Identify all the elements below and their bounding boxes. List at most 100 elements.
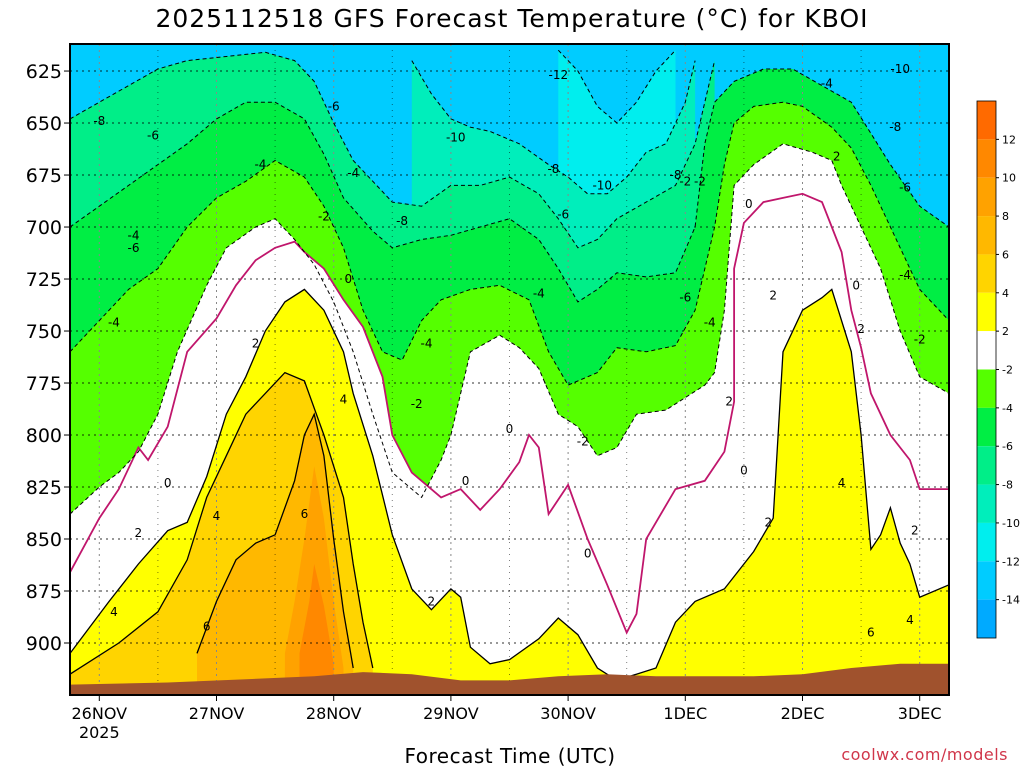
contour-label: -4 (127, 228, 139, 242)
contour-label: -2 (577, 434, 589, 448)
y-tick-label: 750 (26, 321, 62, 343)
colorbar-label: 4 (1002, 287, 1009, 300)
y-tick-label: 900 (26, 633, 62, 655)
contour-label: 4 (340, 393, 348, 407)
colorbar-band (977, 446, 996, 485)
y-tick-label: 825 (26, 477, 62, 499)
isotherm--4 (70, 101, 949, 386)
contour-label: 6 (301, 507, 309, 521)
contour-label: 6 (203, 619, 211, 633)
colorbar-label: 10 (1002, 172, 1016, 185)
isotherm--10 (411, 60, 696, 195)
contour-label: -8 (93, 114, 105, 128)
x-tick-label: 3DEC (898, 704, 942, 723)
colorbar-label: 12 (1002, 133, 1016, 146)
contour-label: 2 (769, 289, 777, 303)
colorbar-band (977, 101, 996, 140)
colorbar-band (977, 254, 996, 293)
contour-label: -12 (549, 68, 569, 82)
y-axis: 625 650 675 700 725 750 775 800 825 850 875 900 (26, 61, 70, 655)
contour-label: 2 (764, 515, 772, 529)
chart-title: 2025112518 GFS Forecast Temperature (°C)… (155, 4, 869, 33)
contour-label: -4 (254, 158, 266, 172)
y-tick-label: 625 (26, 61, 62, 83)
x-tick-label: 28NOV (306, 704, 362, 723)
contour-label: 4 (110, 605, 118, 619)
x-tick-label: 26NOV (72, 704, 128, 723)
x-axis-title: Forecast Time (UTC) (404, 744, 616, 768)
contour-label: 0 (584, 547, 592, 561)
x-tick-sublabel: 2025 (79, 723, 120, 742)
colorbar-band (977, 177, 996, 217)
contour-label: -8 (547, 162, 559, 176)
contour-label: -10 (592, 178, 612, 192)
contour-label: 2 (428, 594, 436, 608)
colorbar-label: 6 (1002, 248, 1009, 261)
contour-label: 0 (164, 476, 172, 490)
contour-label: 0 (345, 272, 353, 286)
isotherm--8 (70, 51, 716, 249)
isotherm--6 (70, 68, 949, 303)
contour-label: 2 (833, 149, 841, 163)
colorbar-band (977, 369, 996, 408)
contour-label: -6 (557, 208, 569, 222)
x-tick-label: 29NOV (423, 704, 479, 723)
contour-label: 2 (725, 395, 733, 409)
contour-label: 0 (852, 278, 860, 292)
contour-label: 4 (906, 613, 914, 627)
x-tick-label: 2DEC (781, 704, 825, 723)
temperature-bands (70, 44, 949, 695)
contour-label: 2 (252, 337, 260, 351)
contour-label: -4 (533, 287, 545, 301)
credit-link[interactable]: coolwx.com/models (841, 745, 1008, 764)
contour-label: -4 (347, 166, 359, 180)
contour-label: -2 (411, 397, 423, 411)
contour-label: 4 (213, 509, 221, 523)
colorbar-label: -10 (1002, 517, 1020, 530)
contour-label: -4 (899, 268, 911, 282)
contour-label: -2 (914, 332, 926, 346)
grid-lines (70, 44, 949, 695)
x-tick-label: 30NOV (540, 704, 596, 723)
plot-frame (69, 43, 950, 696)
contour-label: 0 (745, 197, 753, 211)
y-tick-label: 675 (26, 165, 62, 187)
contour-label: -4 (704, 316, 716, 330)
isotherm-6 (196, 412, 354, 669)
colorbar-label: 2 (1002, 325, 1009, 338)
colorbar: 12 10 8 6 4 2 -2 -4 -6 -8 -10 -12 -14 (976, 100, 1020, 639)
contour-label: -6 (899, 181, 911, 195)
colorbar-band (977, 522, 996, 562)
y-tick-label: 850 (26, 529, 62, 551)
isotherm--2 (70, 143, 949, 515)
terrain-fill (70, 663, 949, 695)
contour-label: -8 (396, 214, 408, 228)
contour-label: -2 (679, 174, 691, 188)
colorbar-band (977, 292, 996, 332)
contour-label: -10 (446, 131, 466, 145)
y-tick-label: 800 (26, 425, 62, 447)
colorbar-label: -12 (1002, 555, 1020, 568)
colorbar-band (977, 216, 996, 255)
colorbar-band (977, 561, 996, 600)
colorbar-label: -2 (1002, 364, 1013, 377)
y-tick-label: 700 (26, 217, 62, 239)
contour-label: 0 (506, 422, 514, 436)
colorbar-label: 8 (1002, 210, 1009, 223)
colorbar-label: -8 (1002, 479, 1013, 492)
colorbar-band (977, 599, 996, 638)
contour-label: -2 (318, 210, 330, 224)
colorbar-label: -6 (1002, 440, 1013, 453)
contour-label: 0 (740, 463, 748, 477)
contour-label: 6 (867, 626, 875, 640)
contour-label: 2 (857, 322, 865, 336)
colorbar-band (977, 139, 996, 178)
colorbar-label: -14 (1002, 594, 1020, 607)
isotherm-2 (70, 288, 949, 682)
contour-label: -4 (420, 337, 432, 351)
terrain-ground (70, 663, 949, 695)
colorbar-band (977, 484, 996, 523)
contour-label: -6 (147, 129, 159, 143)
